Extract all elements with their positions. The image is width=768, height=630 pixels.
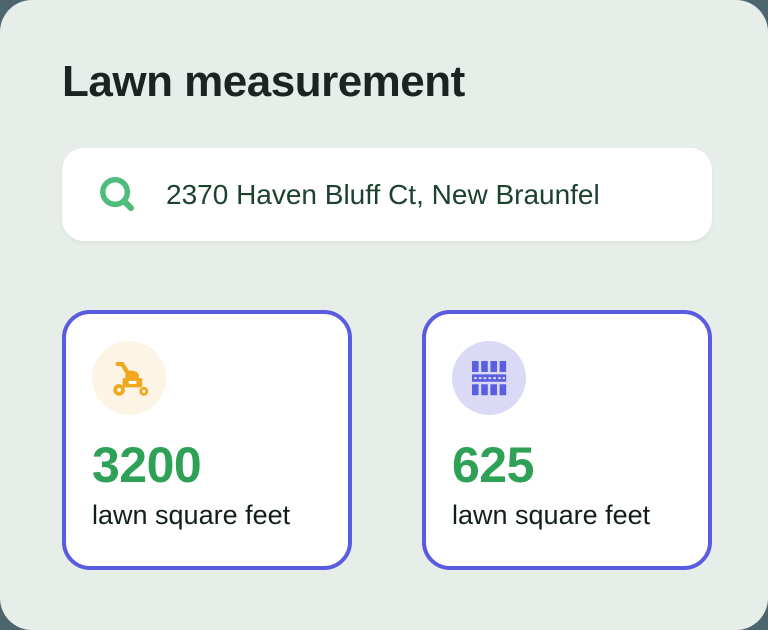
- stat-card-panel[interactable]: 625 lawn square feet: [422, 310, 712, 571]
- lawn-area-value: 3200: [92, 437, 202, 494]
- lawn-area-value: 625: [452, 437, 534, 494]
- panel-grid-icon: [472, 361, 507, 396]
- panel-icon-badge: [452, 341, 526, 416]
- stat-card-mower[interactable]: 3200 lawn square feet: [62, 310, 352, 571]
- search-icon: [100, 176, 135, 212]
- lawn-area-label: lawn square feet: [92, 500, 291, 531]
- search-input[interactable]: [166, 178, 682, 211]
- address-search-bar[interactable]: [62, 148, 712, 242]
- lawn-mower-icon: [113, 362, 149, 397]
- lawn-area-label: lawn square feet: [452, 500, 651, 531]
- mower-icon-badge: [92, 341, 166, 416]
- stats-row: 3200 lawn square feet: [62, 310, 712, 571]
- page-title: Lawn measurement: [62, 57, 465, 106]
